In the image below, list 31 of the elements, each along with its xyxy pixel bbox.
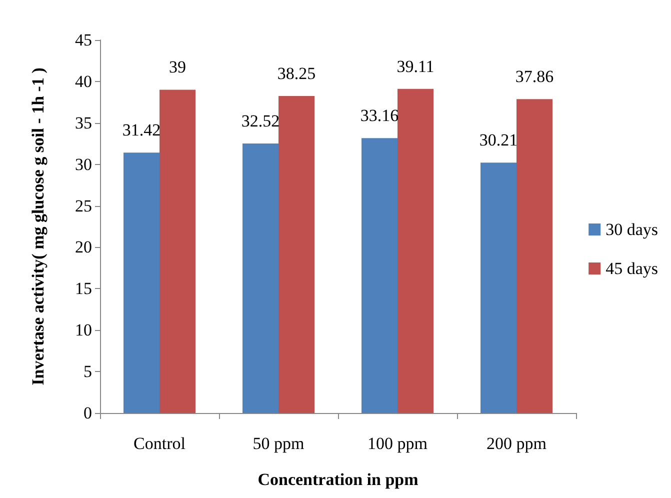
y-axis-title: Invertase activity( mg glucose g soil - 1h -1 ) xyxy=(28,68,48,386)
y-tick-label: 35 xyxy=(75,113,92,132)
bar xyxy=(278,96,314,413)
bar xyxy=(124,152,160,413)
x-tick-label: 100 ppm xyxy=(368,434,428,453)
bar xyxy=(398,88,434,413)
bar xyxy=(362,138,398,413)
data-label: 39.11 xyxy=(396,56,434,76)
x-tick-label: Control xyxy=(134,434,186,453)
bar xyxy=(516,99,552,413)
y-tick-label: 15 xyxy=(75,279,92,298)
bar xyxy=(242,143,278,413)
y-tick-label: 25 xyxy=(75,196,92,216)
y-tick-label: 0 xyxy=(84,404,92,422)
y-tick-label: 40 xyxy=(75,72,92,91)
data-label: 30.21 xyxy=(479,130,518,150)
y-tick-label: 10 xyxy=(75,320,92,340)
legend-label: 30 days xyxy=(606,220,658,239)
bar xyxy=(160,90,196,413)
y-tick-label: 5 xyxy=(84,362,92,382)
y-tick-label: 45 xyxy=(75,30,92,50)
y-tick-label: 30 xyxy=(75,154,92,174)
data-label: 39 xyxy=(169,58,186,77)
legend-label: 45 days xyxy=(606,259,658,278)
x-tick-label: 200 ppm xyxy=(486,434,546,453)
y-tick-label: 20 xyxy=(75,238,92,257)
data-label: 37.86 xyxy=(515,67,554,86)
x-tick-label: 50 ppm xyxy=(252,434,304,453)
x-axis-title: Concentration in ppm xyxy=(258,470,418,489)
data-label: 38.25 xyxy=(277,64,316,83)
bar xyxy=(480,162,516,413)
